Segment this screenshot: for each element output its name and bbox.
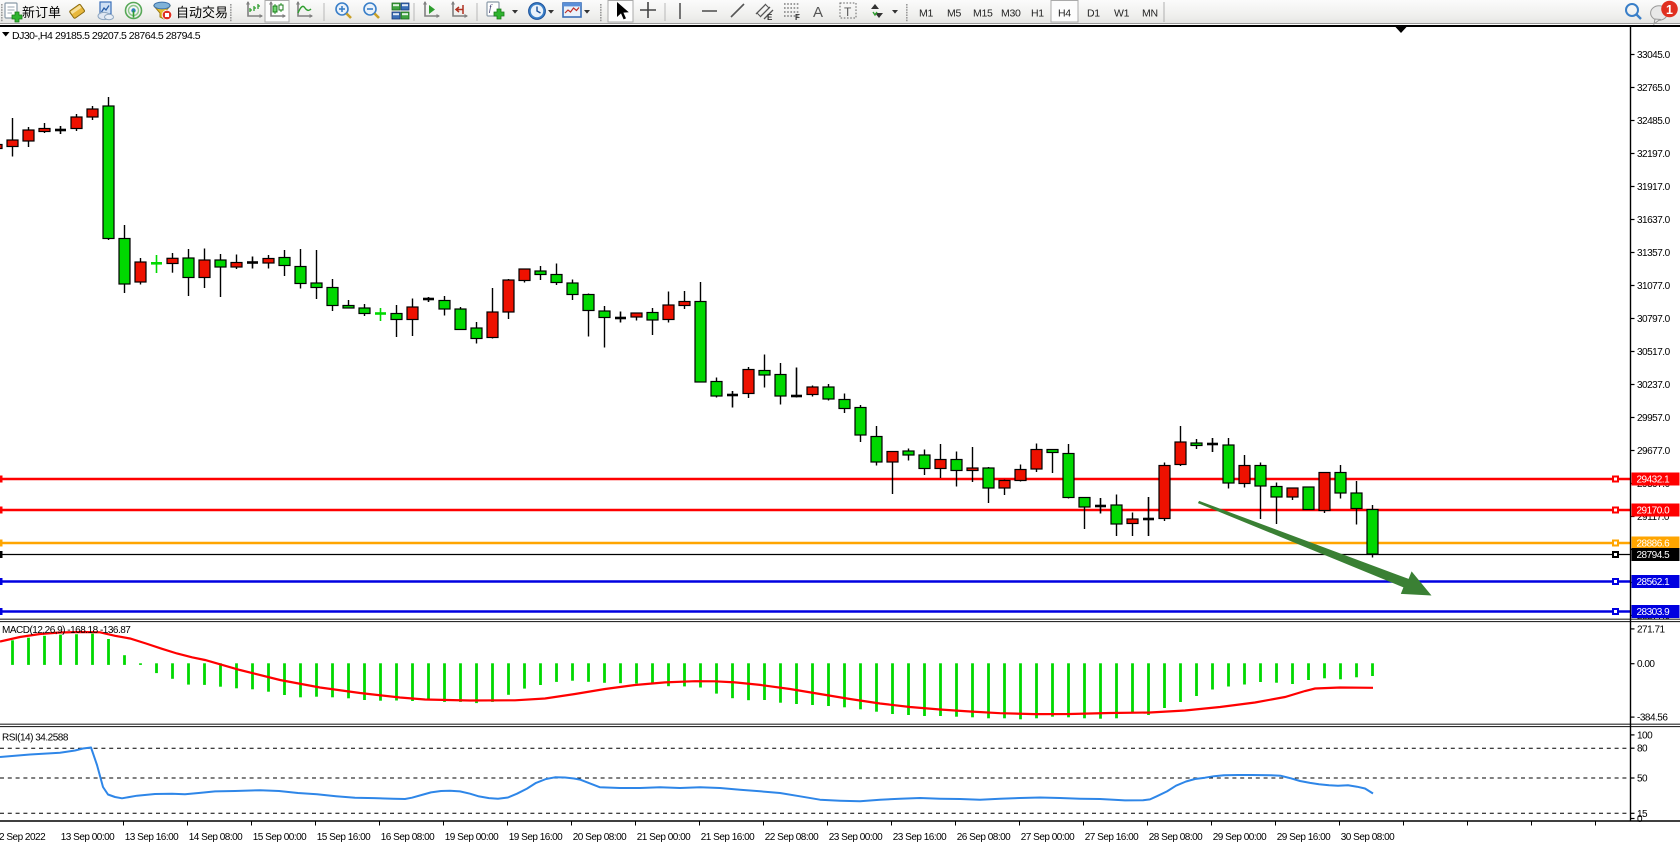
svg-text:21 Sep 00:00: 21 Sep 00:00 [637,832,691,843]
svg-text:15 Sep 00:00: 15 Sep 00:00 [253,832,307,843]
svg-text:30517.0: 30517.0 [1637,347,1671,358]
svg-text:21 Sep 16:00: 21 Sep 16:00 [701,832,755,843]
svg-text:29170.0: 29170.0 [1637,506,1671,517]
svg-text:新订单: 新订单 [22,5,61,20]
svg-text:26 Sep 08:00: 26 Sep 08:00 [957,832,1011,843]
svg-text:50: 50 [1637,774,1648,785]
svg-text:80: 80 [1637,744,1648,755]
svg-text:33045.0: 33045.0 [1637,50,1671,61]
svg-text:D1: D1 [1087,8,1100,20]
svg-text:29 Sep 16:00: 29 Sep 16:00 [1277,832,1331,843]
svg-text:20 Sep 08:00: 20 Sep 08:00 [573,832,627,843]
svg-text:1: 1 [1666,3,1673,17]
svg-text:29185.5 29207.5 28764.5 28794.: 29185.5 29207.5 28764.5 28794.5 [55,30,201,42]
svg-text:-384.56: -384.56 [1637,713,1668,724]
svg-text:14 Sep 08:00: 14 Sep 08:00 [189,832,243,843]
svg-text:DJ30-,H4: DJ30-,H4 [12,30,53,42]
svg-text:H4: H4 [1058,8,1071,20]
svg-text:13 Sep 00:00: 13 Sep 00:00 [61,832,115,843]
svg-text:22 Sep 08:00: 22 Sep 08:00 [765,832,819,843]
svg-text:31077.0: 31077.0 [1637,281,1671,292]
svg-text:28303.9: 28303.9 [1637,607,1671,618]
svg-text:RSI(14) 34.2588: RSI(14) 34.2588 [2,733,69,744]
svg-text:M30: M30 [1001,8,1021,20]
svg-text:自动交易: 自动交易 [176,5,228,20]
svg-text:29677.0: 29677.0 [1637,446,1671,457]
svg-text:100: 100 [1637,730,1653,741]
svg-text:31917.0: 31917.0 [1637,182,1671,193]
svg-text:15: 15 [1637,809,1648,820]
svg-text:MN: MN [1142,8,1158,20]
svg-text:A: A [813,4,823,21]
svg-text:27 Sep 16:00: 27 Sep 16:00 [1085,832,1139,843]
svg-text:0.00: 0.00 [1637,659,1655,670]
svg-text:271.71: 271.71 [1637,624,1666,635]
svg-text:29432.1: 29432.1 [1637,475,1671,486]
svg-text:W1: W1 [1114,8,1130,20]
svg-text:19 Sep 00:00: 19 Sep 00:00 [445,832,499,843]
svg-text:M1: M1 [919,8,933,20]
svg-text:23 Sep 00:00: 23 Sep 00:00 [829,832,883,843]
svg-text:28 Sep 08:00: 28 Sep 08:00 [1149,832,1203,843]
svg-text:f: f [489,3,493,13]
svg-text:29117.0: 29117.0 [1637,512,1670,523]
svg-text:23 Sep 16:00: 23 Sep 16:00 [893,832,947,843]
svg-text:E: E [767,13,773,22]
svg-text:28562.1: 28562.1 [1637,577,1671,588]
svg-text:31357.0: 31357.0 [1637,248,1671,259]
svg-text:30237.0: 30237.0 [1637,380,1671,391]
svg-text:27 Sep 00:00: 27 Sep 00:00 [1021,832,1075,843]
svg-text:2 Sep 2022: 2 Sep 2022 [0,832,46,843]
svg-text:28886.6: 28886.6 [1637,539,1671,550]
svg-text:28794.5: 28794.5 [1637,550,1671,561]
svg-text:30797.0: 30797.0 [1637,314,1671,325]
svg-text:F: F [795,13,800,22]
svg-text:30 Sep 08:00: 30 Sep 08:00 [1341,832,1395,843]
svg-text:M5: M5 [947,8,961,20]
svg-text:32485.0: 32485.0 [1637,116,1671,127]
svg-text:H1: H1 [1031,8,1044,20]
svg-text:19 Sep 16:00: 19 Sep 16:00 [509,832,563,843]
svg-text:15 Sep 16:00: 15 Sep 16:00 [317,832,371,843]
svg-text:MACD(12,26,9) -168.18 -136.87: MACD(12,26,9) -168.18 -136.87 [2,625,131,636]
svg-text:32765.0: 32765.0 [1637,83,1671,94]
svg-text:M15: M15 [973,8,993,20]
svg-text:29957.0: 29957.0 [1637,413,1671,424]
svg-text:13 Sep 16:00: 13 Sep 16:00 [125,832,179,843]
svg-text:0: 0 [1637,814,1643,825]
svg-text:29 Sep 00:00: 29 Sep 00:00 [1213,832,1267,843]
svg-text:T: T [844,5,852,19]
svg-text:16 Sep 08:00: 16 Sep 08:00 [381,832,435,843]
svg-text:31637.0: 31637.0 [1637,215,1671,226]
svg-text:32197.0: 32197.0 [1637,149,1671,160]
